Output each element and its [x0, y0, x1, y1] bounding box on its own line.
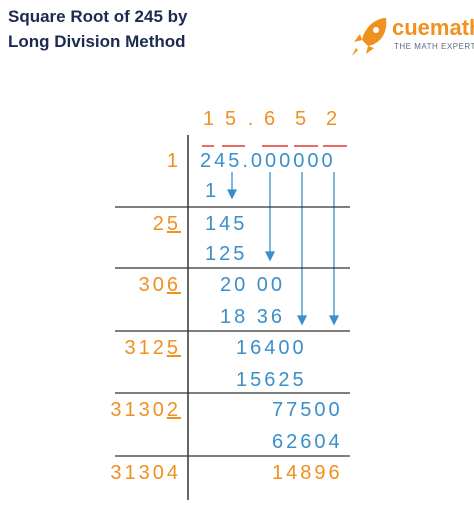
- logo: cuemath THE MATH EXPERT: [352, 15, 474, 56]
- subtrahend: 1: [205, 180, 219, 202]
- divisor-new-digit: 2: [167, 399, 181, 421]
- quotient-digit: 1: [203, 108, 217, 130]
- divisor-digits: 3130: [110, 399, 167, 421]
- divisor: 1: [167, 150, 181, 172]
- quotient-digit: 6: [264, 108, 278, 130]
- divisor: 31304: [110, 462, 181, 484]
- divisor-digits: 312: [125, 337, 167, 359]
- remainder: 14896: [272, 462, 343, 484]
- divisor-digits: 30: [139, 274, 167, 296]
- quotient-digit: 2: [326, 108, 340, 130]
- rocket-fins: [352, 34, 374, 56]
- quotient-digit: 5: [225, 108, 239, 130]
- dividend: 245.000000: [200, 150, 336, 172]
- divisor-new-digit: 6: [167, 274, 181, 296]
- divisor: 3125: [125, 337, 182, 359]
- arrow-head: [264, 251, 276, 262]
- subtrahend: 62604: [272, 431, 343, 453]
- title-line: Square Root of 245 by: [8, 7, 188, 26]
- divisor: 306: [139, 274, 181, 296]
- subtrahend: 18 36: [220, 306, 285, 328]
- arrow-head: [226, 189, 238, 200]
- rocket-window: [373, 27, 379, 33]
- divisor-digits: 31304: [110, 462, 181, 484]
- arrow-head: [328, 315, 340, 326]
- arrows: [226, 172, 340, 326]
- tagline: THE MATH EXPERT: [394, 42, 474, 51]
- subtrahend: 125: [205, 243, 247, 265]
- remainder: 77500: [272, 399, 343, 421]
- divisor-digits: 1: [167, 150, 181, 172]
- divisor-digits: 2: [153, 213, 167, 235]
- divisor-new-digit: 5: [167, 337, 181, 359]
- subtrahend: 15625: [236, 369, 307, 391]
- remainder: 16400: [236, 337, 307, 359]
- quotient-digit: 5: [295, 108, 309, 130]
- brand: cuemath: [392, 15, 474, 40]
- divisor-new-digit: 5: [167, 213, 181, 235]
- arrow-head: [296, 315, 308, 326]
- divisor: 31302: [110, 399, 181, 421]
- remainder: 145: [205, 213, 247, 235]
- remainder: 20 00: [220, 274, 285, 296]
- quotient-digit: .: [248, 108, 257, 130]
- title-line: Long Division Method: [8, 32, 186, 51]
- divisor: 25: [153, 213, 181, 235]
